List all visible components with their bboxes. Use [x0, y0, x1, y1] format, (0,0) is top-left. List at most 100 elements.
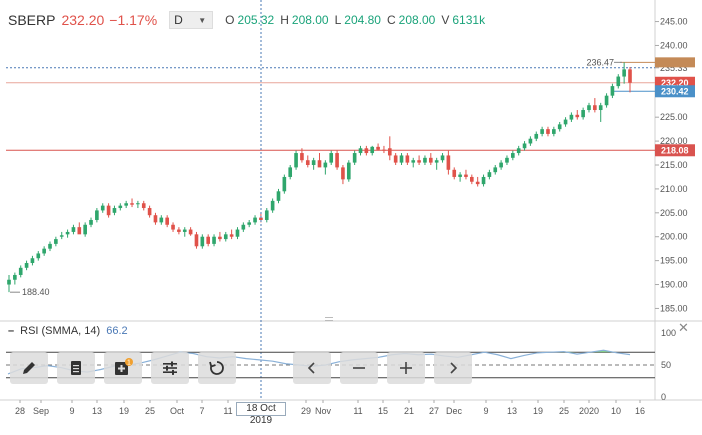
candle-body: [118, 205, 123, 209]
candle-body: [546, 129, 550, 134]
pane-resize-handle[interactable]: [325, 317, 333, 321]
open-value: 205.32: [237, 13, 275, 27]
candle-body: [405, 155, 410, 163]
notes-button[interactable]: [57, 352, 95, 384]
time-tick-label: 21: [404, 406, 414, 416]
symbol-name[interactable]: SBERP: [8, 12, 56, 28]
rsi-tick-label: 0: [661, 392, 666, 402]
candle-body: [223, 234, 228, 240]
price-tick-label: 235.33: [660, 63, 688, 73]
candle-body: [563, 119, 568, 125]
reset-icon: [209, 361, 224, 375]
pencil-icon: [23, 362, 35, 374]
zoom-out-button[interactable]: [340, 352, 378, 384]
chevron-left-icon: [307, 362, 315, 374]
high-tag: [655, 57, 695, 68]
candle-body: [182, 229, 187, 232]
candle-body: [241, 224, 246, 230]
candle-body: [229, 234, 234, 237]
close-indicator-icon[interactable]: ✕: [678, 320, 689, 335]
time-tick-label: Dec: [446, 406, 463, 416]
high-annotation: 236.47: [586, 57, 614, 67]
candle-body: [59, 235, 64, 237]
price-tag-label: 232.20: [661, 78, 689, 88]
candle-body: [475, 181, 480, 185]
candle-body: [540, 129, 544, 134]
candle-body: [628, 69, 632, 83]
candle-body: [364, 148, 369, 154]
price-axis[interactable]: 245.00240.00235.33230.00225.00220.00215.…: [655, 17, 695, 314]
candle-body: [112, 208, 117, 213]
candle-body: [83, 224, 87, 235]
time-tick-label: 11: [223, 406, 232, 416]
candle-body: [622, 69, 626, 77]
candle-body: [124, 203, 128, 206]
candle-body: [7, 279, 11, 285]
candle-body: [18, 267, 23, 275]
candle-body: [200, 236, 205, 247]
candle-body: [382, 149, 386, 151]
zoom-in-button[interactable]: [387, 352, 425, 384]
candle-body: [77, 227, 82, 235]
reset-chart-button[interactable]: [198, 352, 236, 384]
add-indicator-button[interactable]: 1: [104, 352, 142, 384]
candle-body: [100, 205, 105, 211]
candle-body: [358, 148, 363, 154]
pan-left-button[interactable]: [293, 352, 331, 384]
candle-body: [106, 205, 111, 216]
price-tick-label: 210.00: [660, 184, 688, 194]
candle-body: [610, 86, 615, 96]
document-icon: [71, 361, 81, 375]
candle-body: [341, 167, 345, 180]
candle-body: [440, 155, 445, 161]
horizontal-lines: [6, 61, 655, 151]
candle-body: [300, 153, 304, 161]
candle-body: [13, 274, 17, 280]
candlestick-series: [7, 62, 632, 293]
last-price: 232.20: [61, 12, 105, 28]
candle-body: [89, 219, 93, 225]
rsi-axis: 100 50 0: [661, 328, 676, 402]
candle-body: [534, 133, 539, 139]
volume-label: V: [441, 13, 450, 27]
price-tick-label: 195.00: [660, 256, 688, 266]
drawing-tool-button[interactable]: [10, 352, 48, 384]
candle-body: [71, 227, 76, 232]
time-tick-label: 9: [69, 406, 74, 416]
chart-settings-button[interactable]: [151, 352, 189, 384]
candle-body: [598, 105, 603, 111]
candle-body: [247, 222, 252, 225]
time-tick-label: 16: [635, 406, 645, 416]
time-tick-label: 10: [611, 406, 621, 416]
rsi-tick-label: 100: [661, 328, 676, 338]
candle-body: [452, 169, 457, 177]
interval-value: D: [174, 13, 183, 27]
candle-body: [48, 243, 52, 249]
indicator-collapse-icon[interactable]: –: [8, 325, 15, 337]
indicator-label: RSI (SMMA, 14): [20, 325, 101, 337]
time-tick-label: 13: [507, 406, 517, 416]
candle-body: [65, 231, 70, 235]
annotations: 236.47 188.40: [10, 57, 622, 297]
time-tick-label: 25: [559, 406, 569, 416]
time-tick-label: 25: [145, 406, 155, 416]
open-label: O: [225, 13, 235, 27]
candle-body: [387, 148, 392, 156]
high-label: H: [280, 13, 289, 27]
interval-select[interactable]: D ▼: [169, 11, 214, 29]
price-change: −1.17%: [109, 12, 158, 28]
minus-icon: [353, 367, 365, 369]
candle-body: [95, 210, 99, 220]
candle-body: [54, 239, 58, 244]
candle-body: [417, 160, 421, 163]
indicator-legend[interactable]: – RSI (SMMA, 14) 66.2: [8, 325, 128, 337]
candle-body: [528, 138, 533, 144]
candle-body: [171, 224, 175, 230]
time-tick-label: 2020: [579, 406, 599, 416]
crosshair-date-label: 18 Oct 2019: [236, 402, 286, 426]
price-tag-label: 230.42: [661, 86, 689, 96]
pan-right-button[interactable]: [434, 352, 472, 384]
time-tick-label: Sep: [33, 406, 49, 416]
time-axis[interactable]: 28 Sep 9 13 19 25 Oct 7 11 29 Nov 11 15 21 27 Dec 9 13 19 2…: [15, 400, 645, 416]
time-tick-label: 29: [301, 406, 311, 416]
